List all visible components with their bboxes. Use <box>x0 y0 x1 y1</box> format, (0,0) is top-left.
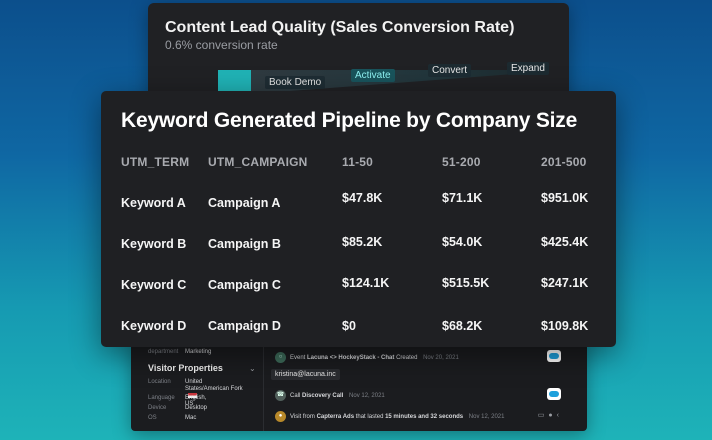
apple-icon: ● <box>548 412 557 419</box>
property-value: United States/American Fork <box>185 379 247 400</box>
column-header: UTM_TERM <box>121 155 190 169</box>
timeline-event[interactable]: ○ Event Lacuna <> HockeyStack - Chat Crea… <box>275 352 459 363</box>
column-header: 11-50 <box>342 155 374 169</box>
us-flag-icon <box>188 393 197 398</box>
visitor-properties-title: Visitor Properties <box>148 363 223 373</box>
table-cell: Keyword A <box>121 196 186 210</box>
email-tooltip: kristina@lacuna.inc <box>271 369 340 380</box>
table-cell: Keyword B <box>121 237 187 251</box>
table-cell: $85.2K <box>342 235 383 249</box>
card-title: Keyword Generated Pipeline by Company Si… <box>121 109 578 132</box>
timeline-event[interactable]: ● Visit from Capterra Ads that lasted 15 … <box>275 411 504 422</box>
phone-icon: ☎ <box>275 390 286 401</box>
table-cell: $124.1K <box>342 276 390 290</box>
table-cell: Campaign D <box>208 319 281 333</box>
column-header: 51-200 <box>442 155 481 169</box>
visit-icon: ● <box>275 411 286 422</box>
event-actions: ▭●‹ <box>538 411 563 419</box>
table-cell: $109.8K <box>541 319 589 333</box>
table-cell: $951.0K <box>541 191 589 205</box>
property-key: Language <box>148 395 175 401</box>
desktop-icon: ▭ <box>537 412 549 419</box>
property-value: Desktop <box>185 405 208 411</box>
property-key: Device <box>148 405 167 411</box>
column-header: 201-500 <box>541 155 587 169</box>
salesforce-icon[interactable] <box>547 388 561 400</box>
back-panel-subtitle: 0.6% conversion rate <box>165 38 278 52</box>
funnel-bar <box>218 70 251 94</box>
table-cell: $47.8K <box>342 191 383 205</box>
table-cell: $247.1K <box>541 276 589 290</box>
chevron-left-icon[interactable]: ‹ <box>556 412 563 419</box>
table-cell: $425.4K <box>541 235 589 249</box>
property-key: Location <box>148 379 171 385</box>
property-key: OS <box>148 415 157 421</box>
property-value: Marketing <box>185 349 212 355</box>
visitor-properties-panel: department Marketing Visitor Properties … <box>131 340 587 431</box>
table-cell: $68.2K <box>442 319 483 333</box>
back-panel-title: Content Lead Quality (Sales Conversion R… <box>165 19 515 36</box>
table-cell: $0 <box>342 319 356 333</box>
column-header: UTM_CAMPAIGN <box>208 155 308 169</box>
table-cell: $515.5K <box>442 276 490 290</box>
property-value: English, US <box>185 395 207 407</box>
table-cell: Keyword C <box>121 278 187 292</box>
keyword-pipeline-card: Keyword Generated Pipeline by Company Si… <box>101 91 616 347</box>
funnel-stage-label[interactable]: Expand <box>507 62 549 75</box>
chevron-down-icon[interactable]: ⌄ <box>249 364 256 373</box>
salesforce-icon[interactable] <box>547 350 561 362</box>
table-cell: Campaign A <box>208 196 281 210</box>
property-value: Mac <box>185 415 197 421</box>
property-key: department <box>148 349 179 355</box>
table-cell: $54.0K <box>442 235 483 249</box>
funnel-stage-label[interactable]: Activate <box>351 69 395 82</box>
timeline-event[interactable]: ☎ Call Discovery Call Nov 12, 2021 <box>275 390 385 401</box>
table-cell: Campaign C <box>208 278 281 292</box>
table-cell: Keyword D <box>121 319 187 333</box>
visitor-properties-column: department Marketing Visitor Properties … <box>131 340 264 431</box>
funnel-stage-label[interactable]: Book Demo <box>265 76 326 89</box>
chat-icon: ○ <box>275 352 286 363</box>
table-cell: Campaign B <box>208 237 281 251</box>
table-cell: $71.1K <box>442 191 483 205</box>
funnel-stage-label[interactable]: Convert <box>428 64 472 77</box>
